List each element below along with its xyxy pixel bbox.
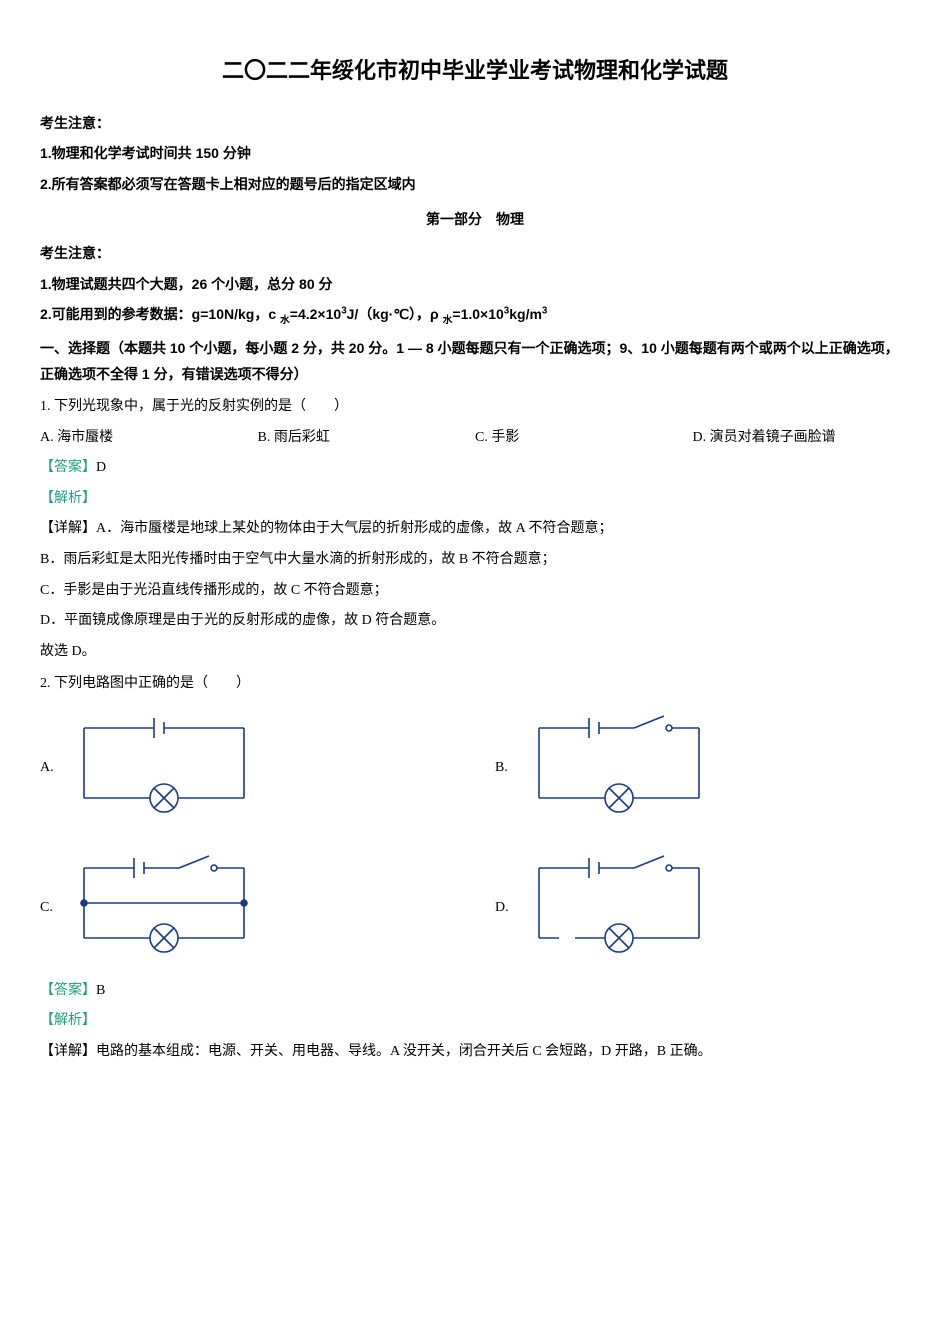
q2-option-label-a: A.: [40, 755, 64, 782]
q2-circuit-grid: A.: [40, 708, 910, 968]
q1-detail: D．平面镜成像原理是由于光的反射形成的虚像，故 D 符合题意。: [40, 608, 910, 635]
q1-detail: 【详解】A．海市蜃楼是地球上某处的物体由于大气层的折射形成的虚像，故 A 不符合…: [40, 516, 910, 543]
q2-option-d-cell: D.: [495, 848, 910, 968]
notice2-item: 1.物理试题共四个大题，26 个小题，总分 80 分: [40, 271, 910, 298]
notice2-heading: 考生注意：: [40, 240, 910, 267]
q2-answer-line: 【答案】B: [40, 978, 910, 1005]
q1-detail: C．手影是由于光沿直线传播形成的，故 C 不符合题意；: [40, 578, 910, 605]
q1-detail: B．雨后彩虹是太阳光传播时由于空气中大量水滴的折射形成的，故 B 不符合题意；: [40, 547, 910, 574]
q2-option-b-cell: B.: [495, 708, 910, 828]
section1-heading: 一、选择题（本题共 10 个小题，每小题 2 分，共 20 分。1 — 8 小题…: [40, 335, 910, 388]
notice1-item: 1.物理和化学考试时间共 150 分钟: [40, 140, 910, 167]
answer-label: 【答案】: [40, 983, 96, 998]
exam-title: 二〇二二年绥化市初中毕业学业考试物理和化学试题: [40, 50, 910, 92]
question-2: 2. 下列电路图中正确的是（ ） A.: [40, 671, 910, 1065]
circuit-b-diagram: [519, 708, 719, 828]
question-1: 1. 下列光现象中，属于光的反射实例的是（ ） A. 海市蜃楼 B. 雨后彩虹 …: [40, 394, 910, 665]
circuit-c-diagram: [64, 848, 264, 968]
circuit-a-diagram: [64, 708, 264, 828]
notice1-heading: 考生注意：: [40, 110, 910, 137]
q1-stem: 1. 下列光现象中，属于光的反射实例的是（ ）: [40, 394, 910, 421]
q2-stem: 2. 下列电路图中正确的是（ ）: [40, 671, 910, 698]
q2-option-label-c: C.: [40, 895, 64, 922]
q2-detail: 【详解】电路的基本组成：电源、开关、用电器、导线。A 没开关，闭合开关后 C 会…: [40, 1039, 910, 1066]
q1-analysis-label: 【解析】: [40, 486, 910, 513]
notice1-item: 2.所有答案都必须写在答题卡上相对应的题号后的指定区域内: [40, 171, 910, 198]
q1-answer-line: 【答案】D: [40, 455, 910, 482]
notice2-item: 2.可能用到的参考数据：g=10N/kg，c 水=4.2×103J/（kg·℃）…: [40, 301, 910, 330]
part-heading: 第一部分 物理: [40, 206, 910, 233]
analysis-label: 【解析】: [40, 1013, 96, 1028]
q2-option-label-d: D.: [495, 895, 519, 922]
analysis-label: 【解析】: [40, 491, 96, 506]
q2-option-c-cell: C.: [40, 848, 455, 968]
q2-analysis-label: 【解析】: [40, 1008, 910, 1035]
q2-option-label-b: B.: [495, 755, 519, 782]
q1-option-b: B. 雨后彩虹: [258, 425, 476, 452]
q2-answer: B: [96, 983, 105, 998]
answer-label: 【答案】: [40, 460, 96, 475]
q2-option-a-cell: A.: [40, 708, 455, 828]
q1-option-c: C. 手影: [475, 425, 693, 452]
q1-options: A. 海市蜃楼 B. 雨后彩虹 C. 手影 D. 演员对着镜子画脸谱: [40, 425, 910, 452]
circuit-d-diagram: [519, 848, 719, 968]
q1-option-a: A. 海市蜃楼: [40, 425, 258, 452]
q1-answer: D: [96, 460, 106, 475]
q1-option-d: D. 演员对着镜子画脸谱: [693, 425, 911, 452]
notice2-constants: 2.可能用到的参考数据：g=10N/kg，c 水=4.2×103J/（kg·℃）…: [40, 306, 547, 322]
q1-detail: 故选 D。: [40, 639, 910, 666]
